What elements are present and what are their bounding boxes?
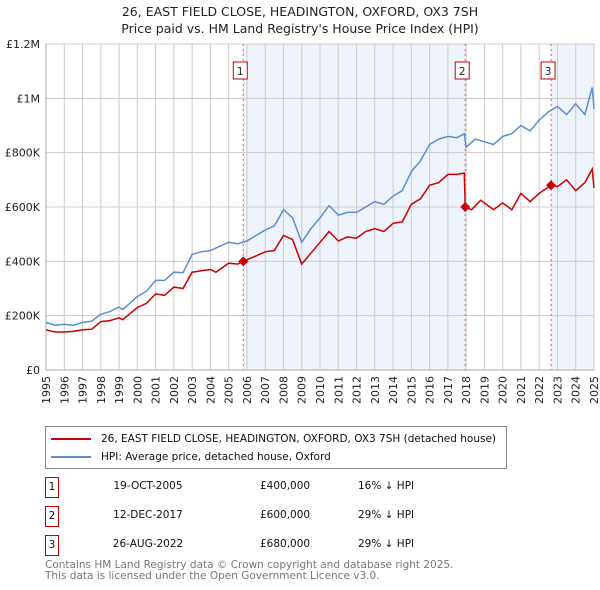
sale-number-badge: 1: [45, 477, 59, 498]
sale-label-box: 2: [454, 61, 470, 80]
x-tick-label: 2019: [478, 376, 491, 404]
x-tick-label: 1999: [113, 376, 126, 404]
x-tick-label: 2008: [277, 376, 290, 404]
x-tick-label: 2011: [332, 376, 345, 404]
sale-price: £680,000: [260, 538, 311, 550]
x-tick-label: 2000: [131, 376, 144, 404]
legend-swatch-blue: [51, 456, 91, 458]
legend-label: 26, EAST FIELD CLOSE, HEADINGTON, OXFORD…: [101, 433, 497, 445]
sale-hpi-diff: 29% ↓ HPI: [358, 538, 415, 550]
sale-row: 2 12-DEC-2017 £600,000 29% ↓ HPI: [45, 506, 445, 528]
x-tick-label: 2002: [168, 376, 181, 404]
x-tick-label: 2005: [223, 376, 236, 404]
sale-date: 19-OCT-2005: [113, 480, 183, 492]
y-tick-label: £400K: [5, 255, 41, 268]
x-tick-label: 2012: [351, 376, 364, 404]
sale-date: 26-AUG-2022: [112, 538, 184, 550]
x-tick-label: 2003: [186, 376, 199, 404]
x-tick-label: 2025: [588, 376, 600, 404]
sale-point-marker: [238, 256, 249, 267]
x-tick-label: 2024: [570, 376, 583, 404]
sale-number-badge: 3: [45, 535, 59, 556]
x-tick-label: 2001: [150, 376, 163, 404]
chart-title: 26, EAST FIELD CLOSE, HEADINGTON, OXFORD…: [121, 4, 479, 19]
sale-number-badge: 2: [45, 506, 59, 527]
footer-licence: This data is licensed under the Open Gov…: [45, 570, 380, 582]
x-tick-label: 1995: [40, 376, 53, 404]
footer: Contains HM Land Registry data © Crown c…: [45, 560, 453, 582]
x-tick-label: 2013: [369, 376, 382, 404]
y-tick-label: £1M: [17, 92, 41, 105]
price-paid-line: [45, 166, 595, 333]
y-tick-label: £1.2M: [6, 38, 40, 51]
sale-label-number: 3: [545, 66, 552, 78]
sale-point-marker: [460, 202, 471, 212]
x-tick-label: 1996: [58, 376, 71, 404]
sale-label-border: [232, 61, 248, 80]
x-tick-label: 1998: [95, 376, 108, 404]
x-tick-label: 2020: [497, 376, 510, 404]
x-tick-label: 2014: [387, 376, 400, 404]
footer-copyright: Contains HM Land Registry data © Crown c…: [45, 559, 454, 571]
legend-item-property: 26, EAST FIELD CLOSE, HEADINGTON, OXFORD…: [51, 431, 496, 447]
legend-item-hpi: HPI: Average price, detached house, Oxfo…: [51, 449, 331, 465]
y-tick-label: £200K: [5, 310, 41, 323]
x-tick-label: 2022: [533, 376, 546, 404]
sale-label-box: 1: [232, 61, 248, 80]
plot-area: 1995 1996 1997 1998 1999 2000 2001 2002 2003 2004…: [5, 38, 600, 404]
sale-price: £600,000: [260, 509, 311, 521]
x-tick-label: 2015: [405, 376, 418, 404]
x-tick-label: 2017: [442, 376, 455, 404]
chart-subtitle: Price paid vs. HM Land Registry's House …: [121, 21, 479, 36]
x-tick-label: 2009: [296, 376, 309, 404]
sale-label-border: [454, 61, 470, 80]
sale-row: 1 19-OCT-2005 £400,000 16% ↓ HPI: [45, 477, 445, 499]
y-tick-label: £0: [26, 364, 40, 377]
x-tick-label: 2004: [204, 376, 217, 404]
y-tick-label: £800K: [5, 147, 41, 160]
sale-price: £400,000: [260, 480, 311, 492]
x-tick-label: 2018: [460, 376, 473, 404]
x-tick-label: 1997: [77, 376, 90, 404]
sale-hpi-diff: 29% ↓ HPI: [358, 509, 415, 521]
hpi-line: [45, 87, 595, 326]
x-tick-label: 2021: [515, 376, 528, 404]
x-tick-label: 2007: [259, 376, 272, 404]
sale-label-number: 1: [237, 66, 244, 78]
x-tick-label: 2010: [314, 376, 327, 404]
x-tick-label: 2023: [551, 376, 564, 404]
x-tick-label: 2016: [424, 376, 437, 404]
legend-swatch-red: [51, 438, 91, 440]
legend-label: HPI: Average price, detached house, Oxfo…: [101, 451, 331, 463]
sale-label-number: 2: [459, 66, 466, 78]
sale-point-marker: [546, 180, 557, 191]
sale-date: 12-DEC-2017: [113, 509, 183, 521]
sale-label-box: 3: [540, 61, 556, 80]
x-tick-label: 2006: [241, 376, 254, 404]
sale-row: 3 26-AUG-2022 £680,000 29% ↓ HPI: [45, 535, 445, 557]
y-tick-label: £600K: [5, 201, 41, 214]
legend: 26, EAST FIELD CLOSE, HEADINGTON, OXFORD…: [45, 426, 507, 469]
sale-label-border: [540, 61, 556, 80]
sale-hpi-diff: 16% ↓ HPI: [358, 480, 415, 492]
